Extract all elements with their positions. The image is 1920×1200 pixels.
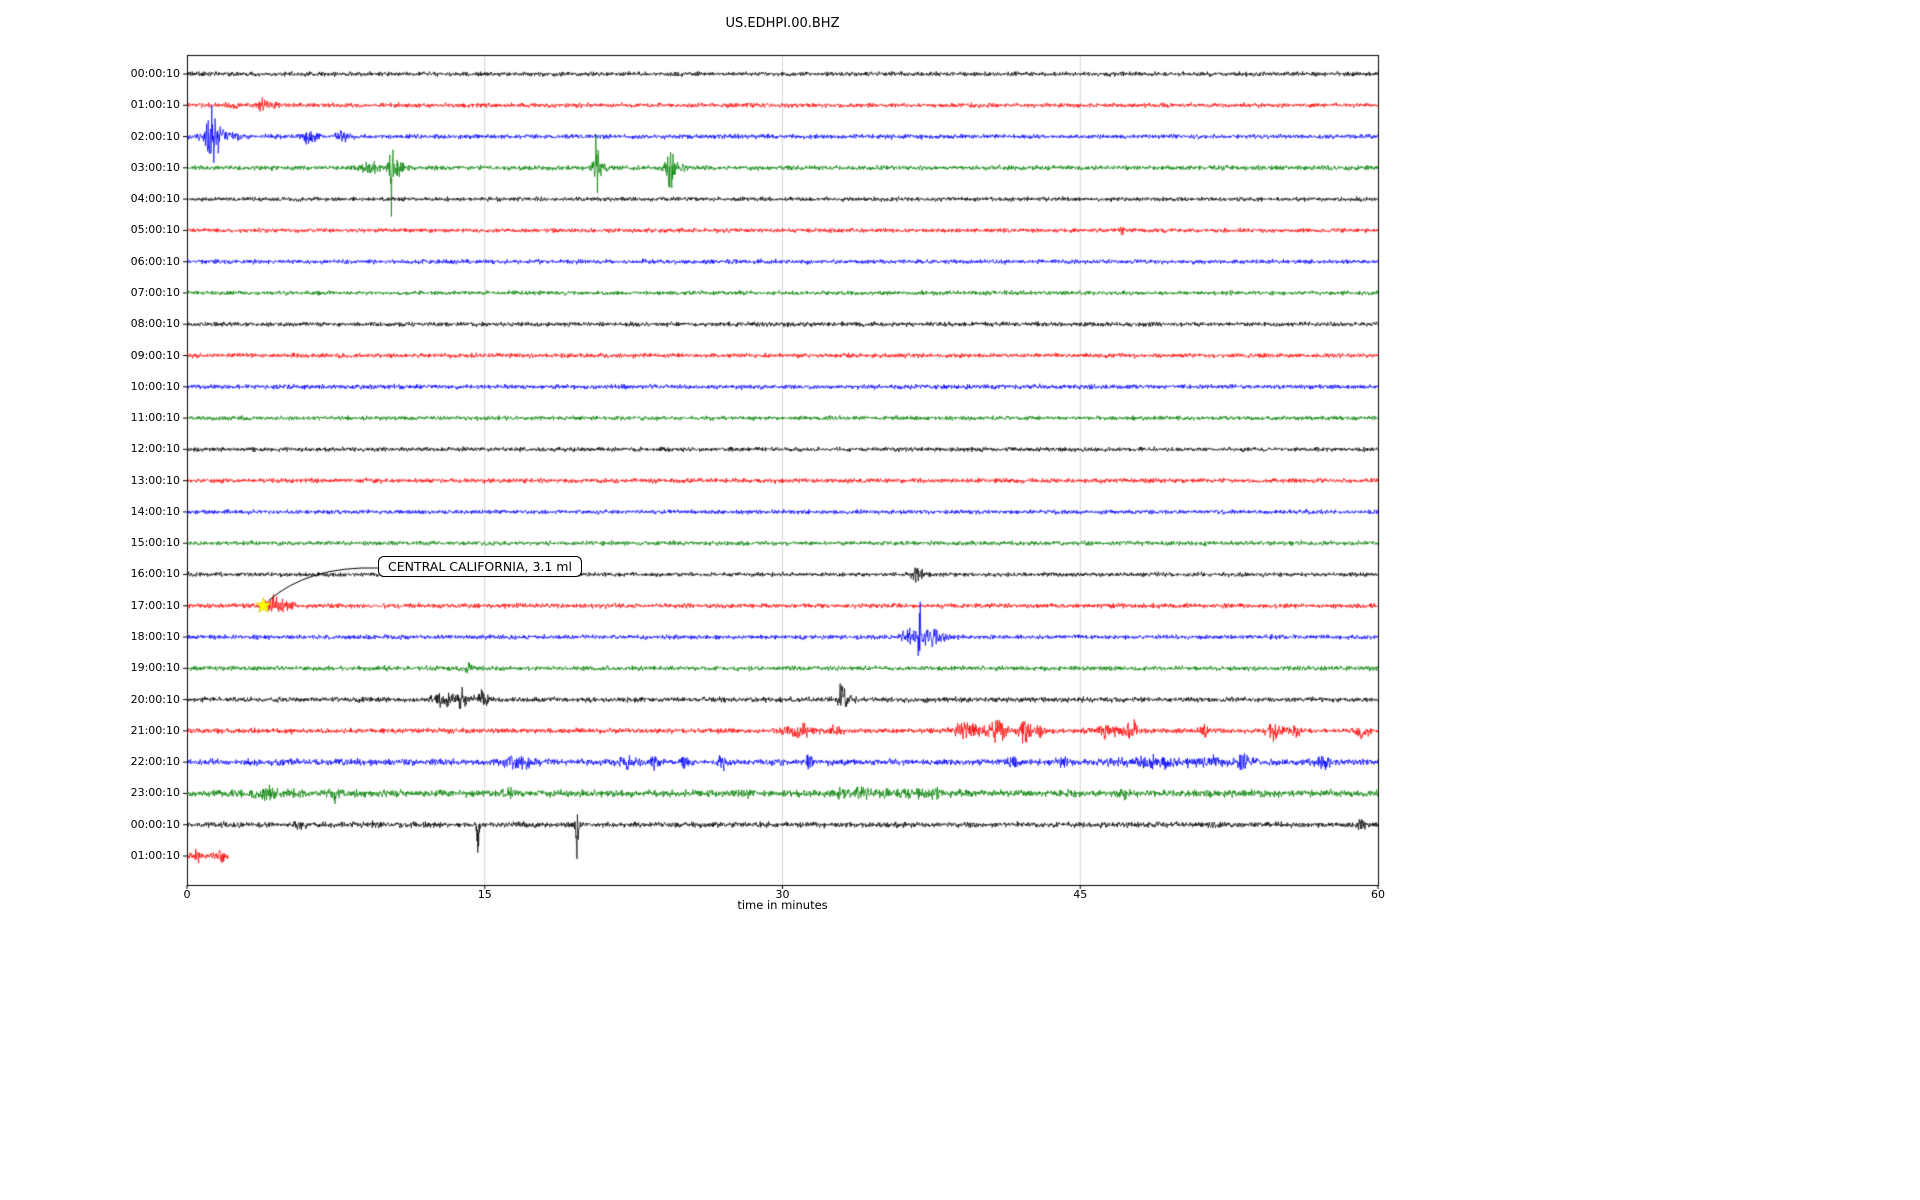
trace-time-label: 12:00:10 (130, 442, 180, 456)
trace-time-label: 10:00:10 (130, 379, 180, 393)
trace-time-label: 17:00:10 (130, 598, 180, 612)
trace-time-label: 01:00:10 (130, 849, 180, 862)
trace-time-label: 19:00:10 (130, 661, 180, 675)
trace-time-label: 03:00:10 (130, 160, 180, 174)
trace-time-label: 04:00:10 (130, 192, 180, 206)
trace-time-label: 23:00:10 (130, 786, 180, 800)
x-tick-label: 0 (183, 888, 191, 901)
trace-time-label: 06:00:10 (130, 254, 180, 268)
trace-time-label: 13:00:10 (130, 473, 180, 487)
trace-time-label: 16:00:10 (130, 567, 180, 581)
x-axis-label: time in minutes (737, 898, 828, 912)
trace-time-label: 21:00:10 (130, 723, 180, 737)
x-tick-label: 15 (477, 888, 492, 901)
trace-time-label: 15:00:10 (130, 536, 180, 550)
trace-time-label: 05:00:10 (130, 223, 180, 237)
x-tick-label: 30 (775, 888, 790, 901)
trace-time-label: 22:00:10 (130, 755, 180, 769)
trace-time-label: 02:00:10 (130, 129, 180, 143)
trace-time-label: 09:00:10 (130, 348, 180, 362)
trace-time-label: 14:00:10 (130, 504, 180, 518)
trace-time-label: 01:00:10 (130, 98, 180, 112)
event-annotation: CENTRAL CALIFORNIA, 3.1 ml (378, 556, 582, 577)
trace-time-label: 20:00:10 (130, 692, 180, 706)
trace-time-label: 11:00:10 (130, 411, 180, 425)
chart-title: US.EDHPI.00.BHZ (725, 16, 840, 31)
trace-time-label: 00:00:10 (130, 67, 180, 80)
trace-time-label: 07:00:10 (130, 285, 180, 299)
trace-time-label: 08:00:10 (130, 317, 180, 331)
x-tick-label: 60 (1371, 888, 1385, 901)
trace-time-label: 00:00:10 (130, 817, 180, 831)
x-tick-label: 45 (1073, 888, 1088, 901)
trace-time-label: 18:00:10 (130, 630, 180, 644)
